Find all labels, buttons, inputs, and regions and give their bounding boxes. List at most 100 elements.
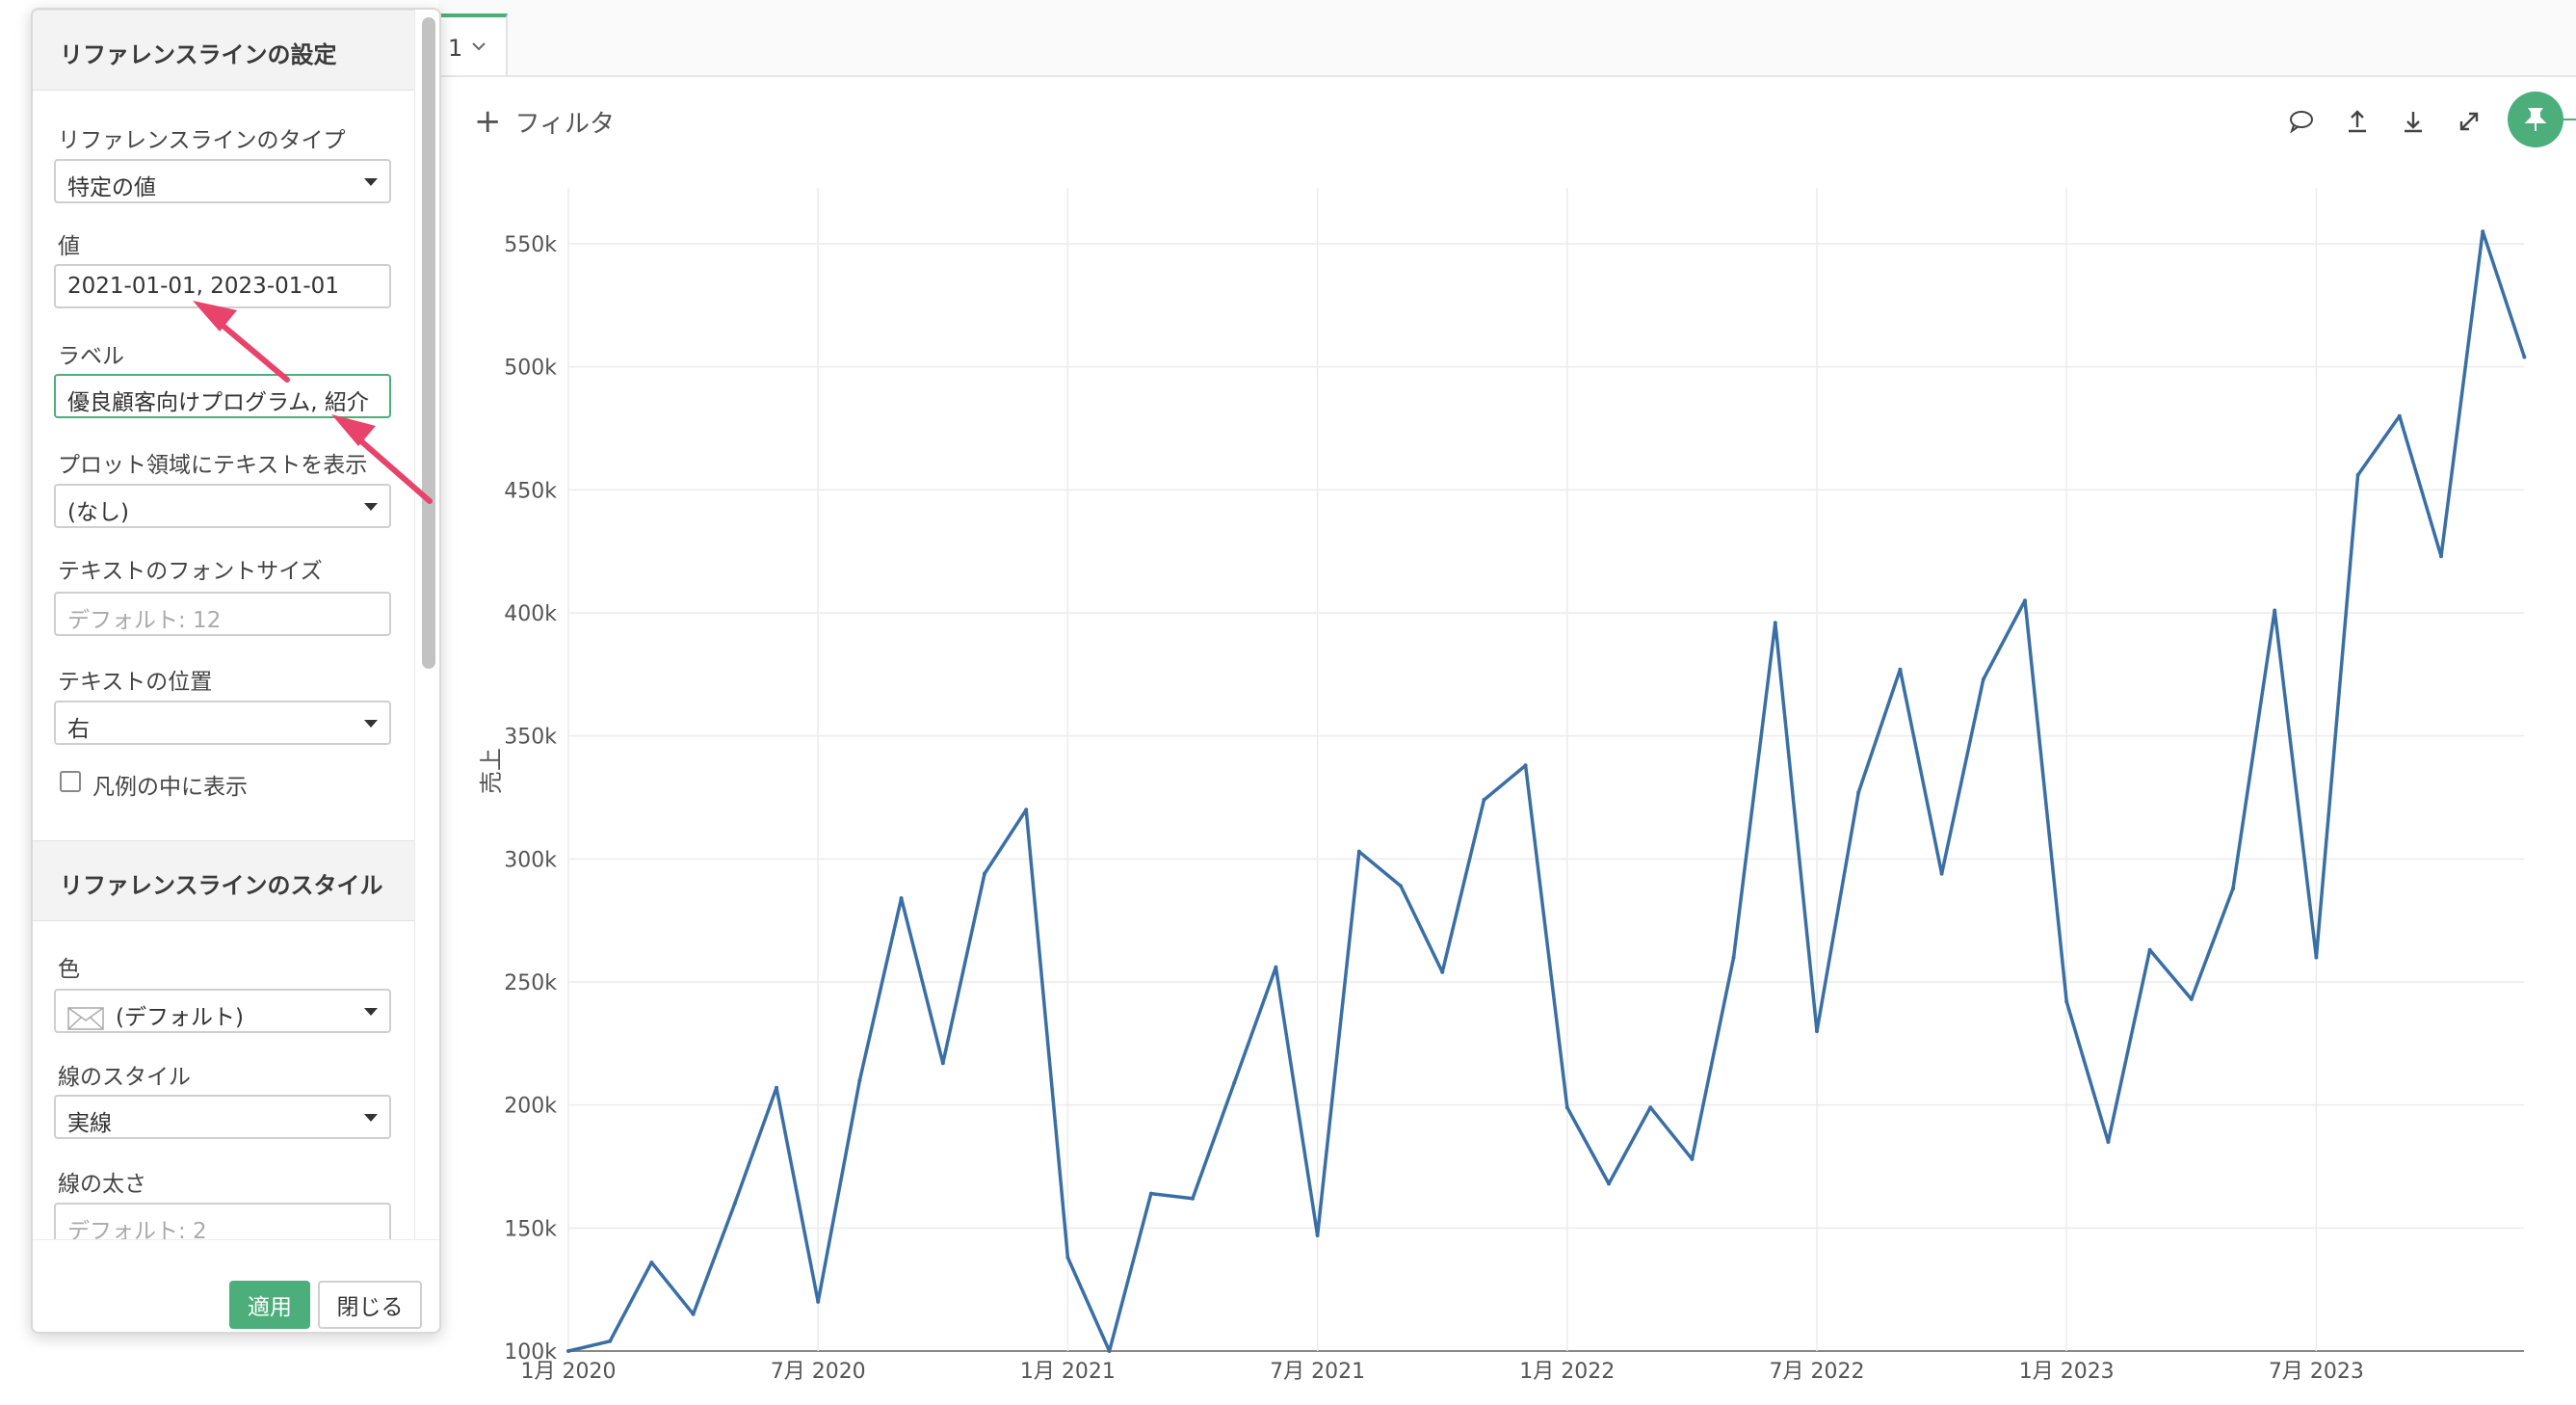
series-point[interactable] bbox=[649, 1260, 654, 1265]
series-point[interactable] bbox=[1191, 1196, 1195, 1201]
pin-button[interactable] bbox=[2508, 92, 2563, 147]
panel-scrollbar[interactable] bbox=[422, 17, 435, 669]
apply-button[interactable]: 適用 bbox=[229, 1281, 310, 1329]
position-label: テキストの位置 bbox=[58, 670, 213, 695]
x-tick-label: 1月 2022 bbox=[1519, 1360, 1615, 1384]
x-tick-label: 7月 2020 bbox=[771, 1360, 866, 1384]
x-tick-label: 7月 2023 bbox=[2269, 1360, 2364, 1384]
reference-line-settings-panel: リファレンスラインの設定 リファレンスラインのタイプ 特定の値 値 2021-0… bbox=[31, 8, 441, 1334]
series-point[interactable] bbox=[1356, 849, 1361, 854]
series-point[interactable] bbox=[2147, 947, 2152, 952]
series-point[interactable] bbox=[1898, 667, 1903, 672]
chevron-down-icon[interactable] bbox=[469, 37, 488, 56]
series-point[interactable] bbox=[1856, 790, 1861, 795]
y-tick-label: 550k bbox=[504, 233, 557, 257]
series-point[interactable] bbox=[1440, 969, 1445, 974]
series-point[interactable] bbox=[983, 871, 986, 876]
series-point[interactable] bbox=[1024, 808, 1029, 812]
upload-icon[interactable] bbox=[2329, 96, 2385, 146]
x-tick-label: 7月 2021 bbox=[1270, 1360, 1365, 1384]
series-point[interactable] bbox=[899, 896, 904, 901]
chart-toolbar bbox=[2274, 96, 2497, 146]
plot-text-select[interactable]: (なし) bbox=[54, 484, 391, 528]
series-point[interactable] bbox=[775, 1085, 778, 1090]
series-point[interactable] bbox=[1648, 1105, 1653, 1110]
tab-1-label: 1 bbox=[448, 35, 463, 62]
series-point[interactable] bbox=[691, 1312, 696, 1316]
series-point[interactable] bbox=[857, 1078, 862, 1083]
series-point[interactable] bbox=[1399, 884, 1403, 888]
series-point[interactable] bbox=[1482, 798, 1486, 803]
section-title-style: リファレンスラインのスタイル bbox=[33, 840, 414, 921]
line-style-select[interactable]: 実線 bbox=[54, 1095, 391, 1139]
series-point[interactable] bbox=[1939, 871, 1944, 876]
series-point[interactable] bbox=[1815, 1029, 1819, 1034]
series-point[interactable] bbox=[2314, 955, 2319, 960]
series-point[interactable] bbox=[1315, 1233, 1320, 1237]
series-point[interactable] bbox=[1690, 1156, 1695, 1161]
close-button[interactable]: 閉じる bbox=[318, 1281, 422, 1329]
filter-label: フィルタ bbox=[514, 109, 615, 139]
text-label: ラベル bbox=[58, 344, 124, 369]
legend-checkbox[interactable] bbox=[60, 771, 81, 792]
type-select[interactable]: 特定の値 bbox=[54, 159, 391, 203]
color-select[interactable]: (デフォルト) bbox=[54, 989, 391, 1033]
series-point[interactable] bbox=[2481, 229, 2485, 234]
line-width-input[interactable]: デフォルト: 2 bbox=[54, 1203, 391, 1239]
series-point[interactable] bbox=[2231, 886, 2235, 890]
line-width-label: 線の太さ bbox=[58, 1172, 146, 1197]
series-point[interactable] bbox=[566, 1349, 570, 1353]
series-point[interactable] bbox=[2106, 1139, 2111, 1144]
series-point[interactable] bbox=[2023, 598, 2027, 603]
series-point[interactable] bbox=[1981, 676, 1985, 681]
series-point[interactable] bbox=[2522, 355, 2527, 359]
color-swatch-icon bbox=[67, 1006, 104, 1030]
type-select-value: 特定の値 bbox=[67, 175, 156, 200]
y-tick-label: 350k bbox=[504, 726, 557, 750]
series-point[interactable] bbox=[1065, 1255, 1070, 1259]
series-point[interactable] bbox=[1148, 1191, 1153, 1196]
legend-checkbox-label[interactable]: 凡例の中に表示 bbox=[92, 775, 248, 800]
series-point[interactable] bbox=[940, 1061, 945, 1066]
series-point[interactable] bbox=[2064, 999, 2069, 1004]
series-point[interactable] bbox=[1773, 621, 1777, 625]
font-size-input[interactable]: デフォルト: 12 bbox=[54, 592, 391, 636]
panel-footer: 適用 閉じる bbox=[33, 1239, 439, 1332]
series-point[interactable] bbox=[1107, 1349, 1112, 1353]
x-tick-label: 1月 2021 bbox=[1020, 1360, 1116, 1384]
dropdown-caret-icon bbox=[364, 1114, 378, 1122]
comment-icon[interactable] bbox=[2274, 96, 2329, 146]
text-input[interactable]: 優良顧客向けプログラム, 紹介 bbox=[54, 374, 391, 418]
series-point[interactable] bbox=[608, 1339, 613, 1343]
value-input[interactable]: 2021-01-01, 2023-01-01 bbox=[54, 264, 391, 308]
expand-icon[interactable] bbox=[2441, 96, 2497, 146]
y-tick-label: 250k bbox=[504, 971, 557, 995]
series-point[interactable] bbox=[816, 1299, 821, 1304]
series-point[interactable] bbox=[2273, 608, 2277, 613]
series-point[interactable] bbox=[2439, 554, 2443, 559]
series-point[interactable] bbox=[1274, 965, 1278, 969]
chart-grid bbox=[567, 188, 2524, 1352]
series-point[interactable] bbox=[1523, 763, 1528, 768]
y-tick-label: 500k bbox=[504, 357, 557, 381]
series-points bbox=[566, 229, 2527, 1353]
series-point[interactable] bbox=[2189, 996, 2194, 1001]
series-point[interactable] bbox=[1564, 1105, 1569, 1110]
color-label: 色 bbox=[58, 957, 80, 982]
position-select[interactable]: 右 bbox=[54, 701, 391, 745]
series-point[interactable] bbox=[2355, 473, 2360, 478]
value-label: 値 bbox=[58, 234, 80, 259]
filter-button[interactable]: + フィルタ bbox=[474, 104, 615, 139]
y-tick-label: 300k bbox=[504, 848, 557, 872]
tab-1[interactable]: 1 bbox=[438, 13, 508, 75]
series-point[interactable] bbox=[732, 1201, 737, 1206]
series-point[interactable] bbox=[1731, 955, 1736, 960]
line-style-label: 線のスタイル bbox=[58, 1065, 191, 1090]
series-point[interactable] bbox=[2397, 413, 2402, 418]
series-point[interactable] bbox=[1232, 1080, 1237, 1085]
plus-icon: + bbox=[474, 102, 502, 141]
panel-scroll-area[interactable]: リファレンスラインの設定 リファレンスラインのタイプ 特定の値 値 2021-0… bbox=[33, 10, 415, 1239]
download-icon[interactable] bbox=[2385, 96, 2441, 146]
series-point[interactable] bbox=[1607, 1181, 1611, 1186]
position-select-value: 右 bbox=[67, 717, 90, 742]
